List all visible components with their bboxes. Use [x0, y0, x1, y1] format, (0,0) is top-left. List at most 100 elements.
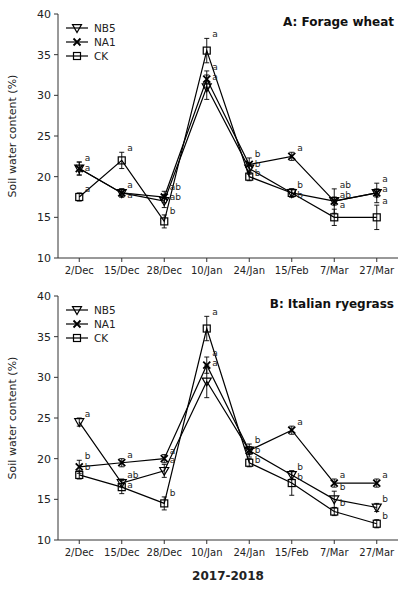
legend-line: [66, 309, 88, 310]
x-axis: [58, 540, 398, 541]
annotation: a: [212, 29, 218, 39]
x-tick: [121, 258, 122, 262]
annotation: a: [212, 72, 218, 82]
marker: [373, 189, 380, 196]
y-tick-label: 10: [37, 252, 51, 265]
annotation: a: [212, 358, 218, 368]
marker: [331, 508, 338, 515]
panel-title: B: Italian ryegrass: [270, 297, 394, 311]
marker: [118, 189, 125, 196]
legend: NB5NA1CK: [66, 22, 116, 62]
marker: [118, 459, 125, 466]
marker: [373, 214, 380, 221]
annotation: b: [85, 462, 91, 472]
x-tick: [376, 540, 377, 544]
annotation: a: [127, 450, 133, 460]
annotation: b: [297, 180, 303, 190]
annotations: abbaabaaabaaabbbabbabbabb: [85, 307, 389, 520]
marker: [76, 165, 83, 172]
legend-label: NB5: [94, 304, 116, 316]
annotation: a: [127, 180, 133, 190]
y-tick: [54, 377, 58, 378]
annotation: a: [85, 409, 91, 419]
legend-marker: [73, 307, 82, 315]
legend-label: CK: [94, 332, 109, 344]
series-line: [79, 51, 377, 222]
annotation: a: [85, 153, 91, 163]
annotation: b: [255, 159, 261, 169]
annotation: a: [382, 184, 388, 194]
annotation: a: [212, 348, 218, 358]
annotation: b: [255, 435, 261, 445]
y-tick-label: 15: [37, 493, 51, 506]
marker: [331, 214, 338, 221]
marker: [76, 194, 83, 201]
x-tick-label: 10/Jan: [191, 265, 223, 276]
marker: [331, 198, 338, 205]
marker: [373, 480, 380, 487]
x-tick-label: 7/Mar: [320, 265, 349, 276]
marker: [203, 362, 210, 369]
y-tick: [54, 296, 58, 297]
x-tick-label: 10/Jan: [191, 547, 223, 558]
annotations: aaaaaaababbaaabbbabbababaaaa: [85, 29, 388, 215]
legend-line: [66, 337, 88, 338]
x-tick: [249, 540, 250, 544]
legend-marker: [73, 25, 82, 33]
marker: [203, 47, 210, 54]
x-tick-label: 27/Mar: [359, 265, 395, 276]
marker: [373, 520, 380, 527]
legend-line: [66, 55, 88, 56]
series-line: [79, 329, 377, 524]
y-tick: [54, 540, 58, 541]
x-tick-label: 2/Dec: [65, 265, 94, 276]
annotation: b: [297, 190, 303, 200]
annotation: a: [212, 62, 218, 72]
marker: [118, 484, 125, 491]
legend-label: CK: [94, 50, 109, 62]
y-axis-label: Soil water content (%): [6, 357, 19, 480]
marker: [288, 153, 295, 160]
marker: [246, 161, 253, 168]
panel: 101520253035402/Dec15/Dec28/Dec10/Jan24/…: [6, 290, 398, 583]
marker: [161, 500, 168, 507]
annotation: a: [382, 174, 388, 184]
x-tick: [334, 258, 335, 262]
error-bar: [247, 446, 252, 454]
marker: [161, 218, 168, 225]
series: [76, 357, 381, 487]
annotation: a: [85, 184, 91, 194]
annotation: b: [297, 472, 303, 482]
x-tick: [249, 258, 250, 262]
y-tick-label: 10: [37, 534, 51, 547]
marker: [246, 447, 253, 454]
x-tick-label: 24/Jan: [233, 547, 265, 558]
y-tick: [54, 499, 58, 500]
annotation: ab: [127, 470, 139, 480]
y-tick: [54, 176, 58, 177]
annotation: a: [127, 143, 133, 153]
marker: [161, 194, 168, 201]
error-bar: [77, 162, 82, 175]
annotation: a: [170, 446, 176, 456]
y-tick: [54, 336, 58, 337]
annotation: b: [340, 482, 346, 492]
annotation: ab: [340, 190, 352, 200]
x-tick: [376, 258, 377, 262]
marker: [202, 378, 211, 386]
y-tick-label: 15: [37, 211, 51, 224]
y-tick-label: 20: [37, 453, 51, 466]
annotation: b: [170, 488, 176, 498]
annotation: ab: [340, 180, 352, 190]
figure: 101520253035402/Dec15/Dec28/Dec10/Jan24/…: [0, 0, 408, 600]
annotation: a: [340, 200, 346, 210]
y-tick-label: 25: [37, 412, 51, 425]
annotation: a: [297, 417, 303, 427]
x-tick: [291, 258, 292, 262]
y-tick: [54, 54, 58, 55]
x-tick: [334, 540, 335, 544]
marker: [330, 496, 339, 504]
series-line: [79, 365, 377, 483]
marker: [288, 427, 295, 434]
x-axis-label: 2017-2018: [192, 569, 264, 583]
